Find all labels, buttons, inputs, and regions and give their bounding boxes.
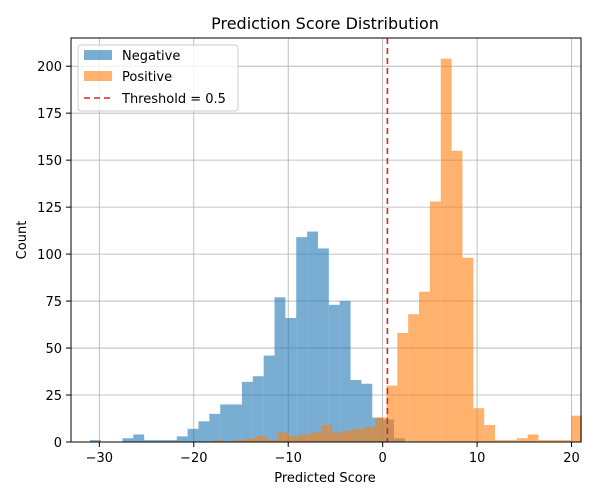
x-tick-label: 10: [469, 451, 486, 466]
negative-bar: [274, 297, 286, 442]
positive-bar: [571, 415, 582, 442]
legend-box: [77, 44, 239, 112]
negative-bar: [285, 317, 297, 442]
positive-bar: [527, 434, 539, 442]
x-tick-label: 20: [563, 451, 580, 466]
negative-bar: [133, 434, 145, 442]
positive-bar: [375, 417, 387, 442]
positive-bar: [353, 428, 365, 442]
x-axis: −30 −20 −10 0 10 20: [86, 442, 580, 466]
negative-bar: [231, 404, 242, 442]
positive-bar: [212, 440, 224, 442]
x-tick-label: −30: [86, 451, 113, 466]
y-tick-label: 175: [37, 107, 62, 122]
legend-swatch-negative: [84, 50, 112, 60]
negative-bar: [350, 379, 362, 442]
y-tick-label: 25: [45, 389, 62, 404]
negative-bar: [252, 376, 264, 442]
negative-bar: [122, 438, 134, 442]
y-tick-label: 150: [37, 154, 62, 169]
negative-bar: [165, 440, 177, 442]
positive-bar: [245, 438, 257, 442]
positive-bar: [549, 440, 561, 442]
positive-bar: [505, 440, 517, 442]
chart-title: Prediction Score Distribution: [211, 14, 439, 33]
positive-bar: [386, 385, 398, 442]
positive-bar: [343, 430, 354, 442]
negative-bar: [155, 440, 166, 442]
negative-bar: [317, 248, 329, 442]
y-tick-label: 75: [45, 295, 62, 310]
legend-label-positive: Positive: [122, 70, 172, 85]
positive-bar: [288, 436, 300, 442]
y-tick-label: 125: [37, 201, 62, 216]
positive-bar: [277, 432, 289, 442]
legend-label-threshold: Threshold = 0.5: [121, 92, 226, 107]
negative-bar: [220, 404, 232, 442]
positive-bar: [429, 201, 441, 442]
negative-bar: [89, 440, 101, 442]
positive-bar: [332, 432, 343, 442]
negative-bar: [361, 383, 373, 442]
x-tick-label: 0: [379, 451, 387, 466]
negative-bar: [307, 231, 318, 442]
negative-bar: [241, 381, 253, 442]
negative-bar: [328, 304, 340, 442]
negative-bar: [209, 413, 221, 442]
y-tick-label: 0: [54, 436, 62, 451]
positive-bar: [440, 58, 452, 442]
x-tick-label: −20: [180, 451, 207, 466]
negative-bar: [263, 355, 275, 442]
positive-series: [212, 58, 582, 442]
positive-bar: [321, 425, 333, 442]
positive-bar: [299, 434, 311, 442]
grid: [71, 38, 581, 443]
positive-bar: [538, 440, 550, 442]
negative-bar: [339, 301, 351, 442]
positive-bar: [560, 440, 572, 442]
y-axis-label: Count: [15, 221, 30, 260]
negative-bar: [187, 428, 199, 442]
negative-bar: [198, 421, 210, 442]
positive-bar: [256, 436, 267, 442]
positive-bar: [310, 432, 322, 442]
legend: Negative Positive Threshold = 0.5: [77, 44, 239, 112]
positive-bar: [364, 426, 376, 442]
legend-swatch-positive: [84, 71, 112, 81]
y-tick-label: 100: [37, 248, 62, 263]
positive-bar: [495, 440, 506, 442]
positive-bar: [419, 291, 430, 442]
negative-bar: [176, 436, 188, 442]
y-tick-label: 50: [45, 342, 62, 357]
positive-bar: [266, 440, 278, 442]
positive-bar: [451, 150, 463, 442]
x-tick-label: −10: [275, 451, 302, 466]
legend-label-negative: Negative: [122, 49, 180, 64]
plot-frame: [70, 37, 582, 443]
x-axis-label: Predicted Score: [274, 471, 376, 486]
negative-bar: [296, 237, 308, 442]
positive-bar: [473, 408, 485, 442]
negative-bar: [144, 440, 156, 442]
y-axis: 0 25 50 75 100 125 150 175 200: [37, 60, 71, 451]
positive-bar: [484, 425, 496, 442]
y-tick-label: 200: [37, 60, 62, 75]
positive-bar: [462, 257, 474, 442]
positive-bar: [234, 440, 246, 442]
positive-bar: [408, 314, 420, 442]
positive-bar: [397, 333, 409, 442]
negative-series: [89, 231, 405, 442]
positive-bar: [516, 438, 528, 442]
